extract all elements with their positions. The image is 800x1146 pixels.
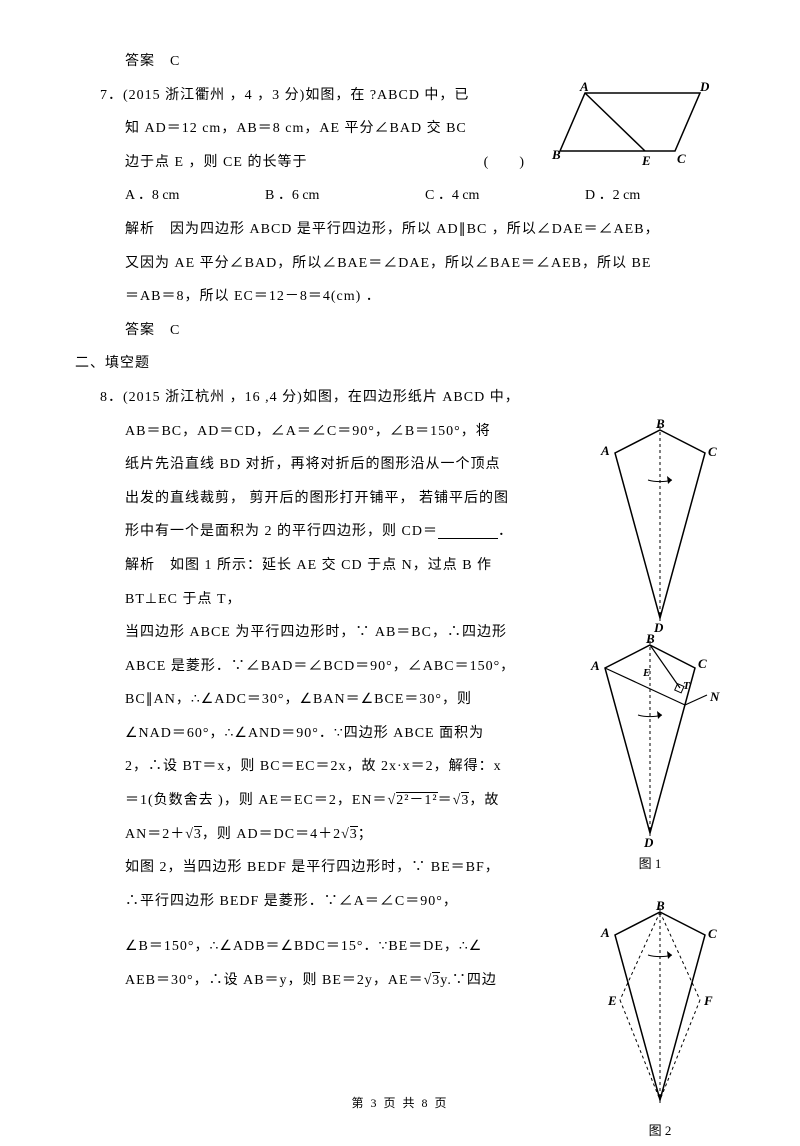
svg-text:B: B [655, 418, 665, 431]
sqrt-1: √2²－1² [388, 792, 438, 808]
fig2-caption: 图 2 [590, 1115, 730, 1146]
svg-text:E: E [641, 153, 651, 168]
kite-svg-2: B A C E F [590, 900, 730, 1115]
answer-label: 答案 [125, 54, 155, 69]
q7-num: 7 [100, 88, 108, 103]
q7-sol3: ＝AB＝8，所以 EC＝12－8＝4(cm) ． [75, 280, 725, 314]
svg-text:A: A [590, 658, 600, 673]
answer-value: C [170, 54, 180, 69]
svg-text:A: A [600, 925, 610, 940]
svg-text:C: C [698, 656, 707, 671]
q8-l18b: y.∵四边 [440, 973, 497, 988]
q8-l14c: ； [358, 827, 373, 842]
q8-l13a: ＝1(负数舍去 )，则 AE＝EC＝2，EN＝ [125, 793, 388, 808]
svg-text:E: E [607, 993, 617, 1008]
parallelogram-svg: A D B C E [550, 81, 715, 171]
q7-opt-a: A ．8 cm [125, 179, 265, 213]
q8-l13b: ＝ [438, 793, 453, 808]
svg-text:D: D [653, 620, 664, 633]
q7-ans-label: 答案 [125, 323, 155, 338]
svg-text:A: A [600, 443, 610, 458]
q7-ans-val: C [170, 323, 180, 338]
q7-figure: A D B C E [550, 81, 715, 171]
svg-text:C: C [708, 444, 717, 459]
svg-text:C: C [708, 926, 717, 941]
fig1-caption: 图 1 [580, 848, 720, 879]
sqrt-5: √3 [424, 972, 441, 988]
section-2-heading: 二、填空题 [75, 347, 725, 381]
svg-text:B: B [551, 147, 561, 162]
svg-text:D: D [643, 835, 654, 848]
q7-opt-b: B ．6 cm [265, 179, 425, 213]
q8-num: 8 [100, 390, 108, 405]
q8-l14a: AN＝2＋ [125, 827, 185, 842]
svg-text:N: N [709, 689, 720, 704]
q8-figure-1: B A C D E T N 图 1 [580, 633, 740, 879]
q8-figure-2: B A C E F 图 2 [590, 900, 730, 1146]
q7-opt-d: D ．2 cm [585, 179, 705, 213]
q7-options: A ．8 cm B ．6 cm C ．4 cm D ．2 cm [75, 179, 725, 213]
svg-text:B: B [655, 900, 665, 913]
kite-svg-top: B A C D [590, 418, 730, 633]
blank-answer [438, 525, 498, 539]
svg-text:B: B [645, 633, 655, 646]
page-content: 答案 C A D B C E 7．(2015 浙江衢州 ，4 ，3 分)如图，在… [75, 45, 725, 998]
q8-l14b: ，则 AD＝DC＝4＋2 [202, 827, 341, 842]
footer-mid: 页 共 [383, 1096, 416, 1110]
q7-paren: ( ) [484, 146, 525, 180]
footer-suffix: 页 [435, 1096, 449, 1110]
sqrt4-val: 3 [350, 826, 358, 842]
q8-line1: 8．(2015 浙江杭州 ，16 ,4 分)如图，在四边形纸片 ABCD 中， [75, 381, 725, 415]
sqrt1-val: 2²－1² [396, 792, 437, 808]
svg-text:E: E [642, 667, 650, 679]
q7-answer: 答案 C [75, 314, 725, 348]
q8-figure-top: B A C D [590, 418, 730, 633]
q7-l3-text: 边于点 E ，则 CE 的长等于 [125, 146, 307, 180]
q8-l5a: 形中有一个是面积为 2 的平行四边形，则 CD＝ [125, 524, 438, 539]
svg-text:C: C [677, 151, 686, 166]
answer-6: 答案 C [75, 45, 725, 79]
q7-text: ．(2015 浙江衢州 ，4 ，3 分)如图，在 ?ABCD 中，已 [108, 88, 469, 103]
q8-l18a: AEB＝30°，∴设 AB＝y，则 BE＝2y，AE＝ [125, 973, 424, 988]
footer-prefix: 第 [351, 1096, 365, 1110]
q8-l13c: ，故 [469, 793, 499, 808]
q7-sol1: 解析 因为四边形 ABCD 是平行四边形，所以 AD∥BC ，所以∠DAE＝∠A… [75, 213, 725, 247]
sqrt-3: √3 [185, 826, 202, 842]
q8-l5b: ． [498, 524, 513, 539]
q8-l1: ．(2015 浙江杭州 ，16 ,4 分)如图，在四边形纸片 ABCD 中， [108, 390, 520, 405]
sqrt3-val: 3 [194, 826, 202, 842]
footer-total: 8 [422, 1096, 430, 1110]
svg-text:D: D [699, 81, 710, 94]
q7-opt-c: C ．4 cm [425, 179, 585, 213]
svg-text:A: A [579, 81, 589, 94]
sqrt-4: √3 [341, 826, 358, 842]
kite-svg-1: B A C D E T N [580, 633, 740, 848]
footer-current: 3 [370, 1096, 378, 1110]
svg-text:F: F [703, 993, 713, 1008]
q7-sol2: 又因为 AE 平分∠BAD，所以∠BAE＝∠DAE，所以∠BAE＝∠AEB，所以… [75, 247, 725, 281]
sqrt-2: √3 [453, 792, 470, 808]
